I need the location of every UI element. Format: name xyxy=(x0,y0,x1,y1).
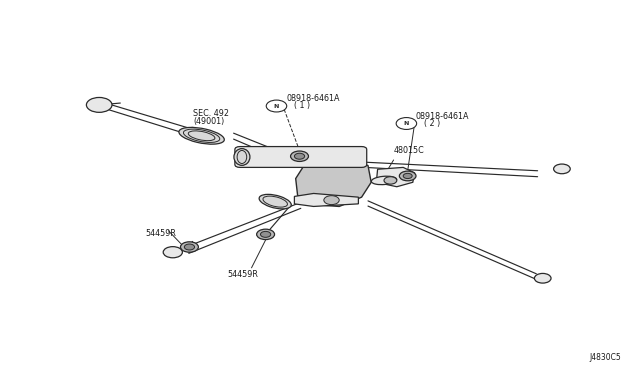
FancyBboxPatch shape xyxy=(235,147,367,167)
Text: SEC. 492: SEC. 492 xyxy=(193,109,229,118)
Ellipse shape xyxy=(259,194,291,209)
Circle shape xyxy=(396,118,417,129)
Circle shape xyxy=(399,171,416,181)
Circle shape xyxy=(266,100,287,112)
Circle shape xyxy=(163,247,182,258)
Circle shape xyxy=(260,231,271,237)
Text: (49001): (49001) xyxy=(193,118,225,126)
Circle shape xyxy=(384,177,397,184)
Text: J4830C5: J4830C5 xyxy=(589,353,621,362)
Polygon shape xyxy=(296,158,371,206)
Ellipse shape xyxy=(234,149,250,166)
Text: 54459R: 54459R xyxy=(145,229,176,238)
Circle shape xyxy=(257,229,275,240)
Circle shape xyxy=(86,97,112,112)
Polygon shape xyxy=(376,167,415,187)
Ellipse shape xyxy=(179,127,224,144)
Text: ( 1 ): ( 1 ) xyxy=(294,101,310,110)
Text: 08918-6461A: 08918-6461A xyxy=(416,112,470,121)
Text: N: N xyxy=(404,121,409,126)
Circle shape xyxy=(324,196,339,205)
Circle shape xyxy=(291,151,308,161)
Text: 08918-6461A: 08918-6461A xyxy=(287,94,340,103)
Ellipse shape xyxy=(371,176,397,185)
Circle shape xyxy=(554,164,570,174)
Circle shape xyxy=(403,173,412,179)
Text: N: N xyxy=(274,103,279,109)
Circle shape xyxy=(184,244,195,250)
Text: 54459R: 54459R xyxy=(227,270,258,279)
Text: 48015C: 48015C xyxy=(394,147,424,155)
Circle shape xyxy=(294,153,305,159)
Polygon shape xyxy=(294,193,358,206)
Text: ( 2 ): ( 2 ) xyxy=(424,119,440,128)
Circle shape xyxy=(180,242,198,252)
Circle shape xyxy=(534,273,551,283)
